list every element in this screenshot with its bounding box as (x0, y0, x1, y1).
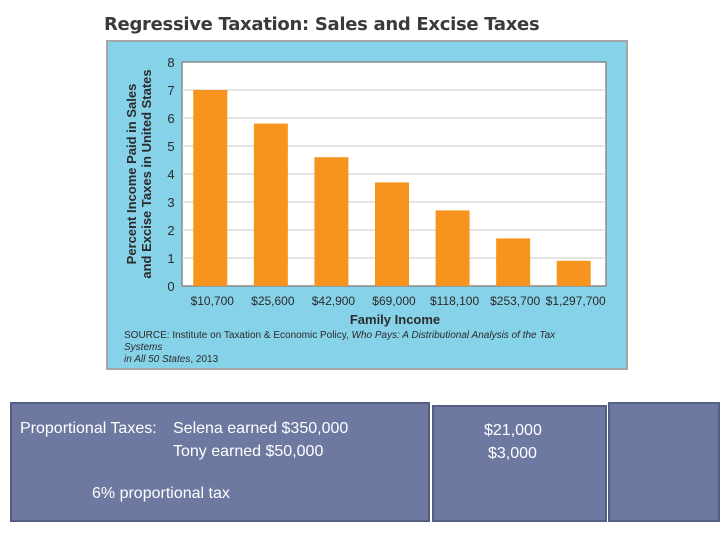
chart-title: Regressive Taxation: Sales and Excise Ta… (104, 14, 540, 35)
tax-rate-text: 6% proportional tax (92, 485, 230, 502)
bar (314, 157, 349, 286)
y-tick-label: 5 (167, 139, 174, 154)
y-tick-label: 4 (167, 167, 174, 182)
selena-income: Selena earned $350,000 (173, 420, 349, 437)
tony-tax: $3,000 (488, 445, 537, 462)
bar (253, 123, 288, 286)
x-tick-label: $25,600 (251, 294, 295, 308)
empty-box (608, 402, 720, 522)
y-tick-label: 8 (167, 55, 174, 70)
bar-chart: 0 1 2 3 4 5 6 7 8 $10,700 $25,600 $42,900 $69,000 $11… (124, 55, 607, 327)
y-axis-label: Percent Income Paid in Sales and Excise T… (124, 69, 154, 278)
bar (556, 260, 591, 286)
bar (435, 210, 470, 286)
x-tick-label: $69,000 (372, 294, 416, 308)
proportional-tax-box (10, 402, 430, 522)
x-tick-label: $42,900 (312, 294, 356, 308)
y-tick-label: 7 (167, 83, 174, 98)
bar (496, 238, 531, 286)
bar (193, 90, 228, 286)
selena-tax: $21,000 (484, 422, 542, 439)
bar (375, 182, 409, 286)
x-tick-label: $253,700 (490, 294, 540, 308)
y-tick-label: 0 (167, 279, 174, 294)
tony-income: Tony earned $50,000 (173, 443, 324, 460)
y-tick-label: 6 (167, 111, 174, 126)
proportional-heading: Proportional Taxes: (20, 420, 157, 437)
y-axis-label-line1: Percent Income Paid in Sales (124, 84, 139, 265)
x-tick-label: $1,297,700 (546, 294, 606, 308)
x-tick-label: $118,100 (430, 294, 479, 308)
chart-source: SOURCE: Institute on Taxation & Economic… (124, 330, 556, 365)
x-axis-label: Family Income (350, 312, 440, 327)
y-tick-label: 1 (167, 251, 174, 266)
y-axis-label-line2: and Excise Taxes in United States (139, 69, 154, 278)
y-tick-label: 3 (167, 195, 174, 210)
y-tick-label: 2 (167, 223, 174, 238)
x-tick-label: $10,700 (191, 294, 235, 308)
tax-amount-box (432, 405, 607, 522)
